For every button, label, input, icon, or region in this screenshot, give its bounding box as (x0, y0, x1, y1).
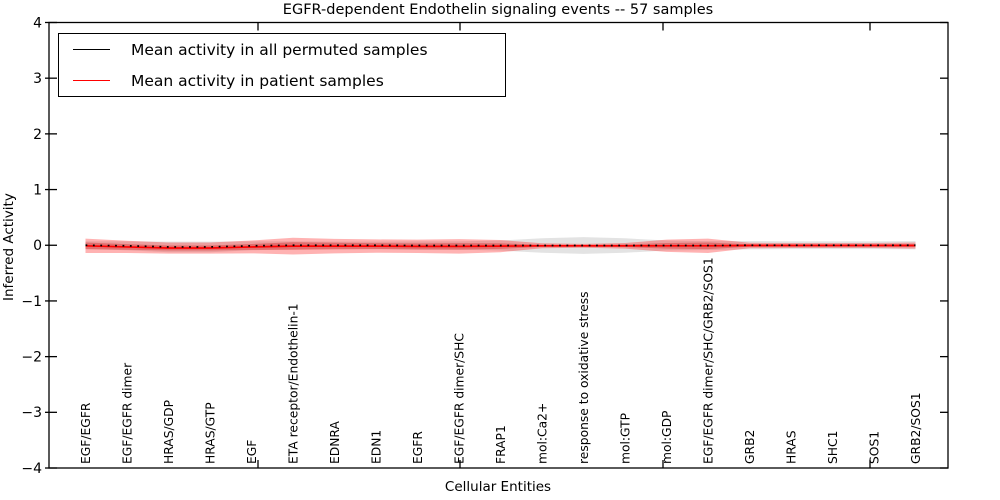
x-category-label: HRAS/GTP (203, 402, 217, 464)
x-category-label: SHC1 (826, 431, 840, 464)
legend-item-patient: Mean activity in patient samples (59, 66, 505, 95)
y-tick-label: −3 (21, 405, 42, 421)
x-category-label: EDN1 (369, 430, 383, 464)
legend-box: Mean activity in all permuted samples Me… (58, 33, 506, 97)
x-category-label: EGF/EGFR dimer/SHC/GRB2/SOS1 (701, 257, 715, 464)
x-category-label: EGF/EGFR (79, 402, 93, 464)
x-category-label: EGF/EGFR dimer (120, 362, 134, 464)
y-tick-label: 2 (33, 127, 42, 143)
black-line-swatch (73, 49, 110, 50)
y-tick-label: −2 (21, 350, 42, 366)
x-category-label: GRB2/SOS1 (909, 392, 923, 464)
legend-label-permuted: Mean activity in all permuted samples (131, 40, 428, 59)
y-tick-label: −4 (21, 461, 42, 477)
red-line-swatch (73, 80, 110, 81)
legend-label-patient: Mean activity in patient samples (131, 71, 384, 90)
permuted-mean-line (85, 244, 916, 248)
x-category-label: SOS1 (867, 431, 881, 464)
x-category-label: EDNRA (328, 421, 342, 464)
x-category-label: EGF/EGFR dimer/SHC (452, 333, 466, 464)
y-tick-label: 4 (33, 15, 42, 31)
x-category-label: mol:GTP (618, 413, 632, 464)
y-tick-label: 3 (33, 71, 42, 87)
x-category-label: mol:Ca2+ (535, 403, 549, 464)
x-category-label: EGF (245, 440, 259, 464)
x-category-label: mol:GDP (660, 411, 674, 464)
x-category-label: GRB2 (743, 430, 757, 464)
y-tick-label: −1 (21, 294, 42, 310)
x-category-label: HRAS (784, 430, 798, 464)
x-category-label: FRAP1 (494, 425, 508, 464)
legend-item-permuted: Mean activity in all permuted samples (59, 35, 505, 64)
x-category-label: ETA receptor/Endothelin-1 (286, 303, 300, 464)
x-category-label: EGFR (411, 431, 425, 464)
x-category-label: HRAS/GDP (162, 400, 176, 464)
y-axis-label: Inferred Activity (1, 193, 17, 301)
y-tick-label: 0 (33, 238, 42, 254)
x-category-label: response to oxidative stress (577, 291, 591, 464)
x-axis-label: Cellular Entities (444, 479, 552, 495)
y-tick-label: 1 (33, 182, 42, 198)
chart-title: EGFR-dependent Endothelin signaling even… (282, 2, 714, 18)
